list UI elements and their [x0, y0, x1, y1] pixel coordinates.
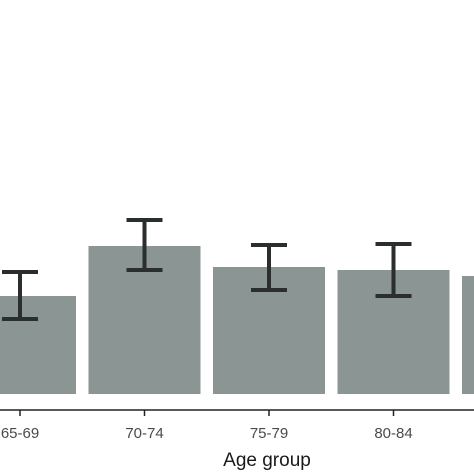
x-tick-label-80-84: 80-84: [374, 425, 412, 442]
bar-85+: [462, 276, 474, 394]
x-axis-title: Age group: [223, 450, 311, 471]
error-bar-70-74: [126, 218, 163, 272]
error-bar-65-69: [2, 270, 38, 321]
bar-65-69: [0, 296, 76, 394]
error-bars-layer: [2, 218, 412, 321]
x-tick-label-75-79: 75-79: [250, 425, 288, 442]
x-tick-label-70-74: 70-74: [125, 425, 163, 442]
error-bar-80-84: [375, 242, 412, 298]
bars-layer: [0, 246, 474, 394]
error-bar-75-79: [251, 243, 287, 292]
x-ticks-layer: [19, 410, 395, 416]
x-tick-label-65-69: 65-69: [1, 425, 39, 442]
